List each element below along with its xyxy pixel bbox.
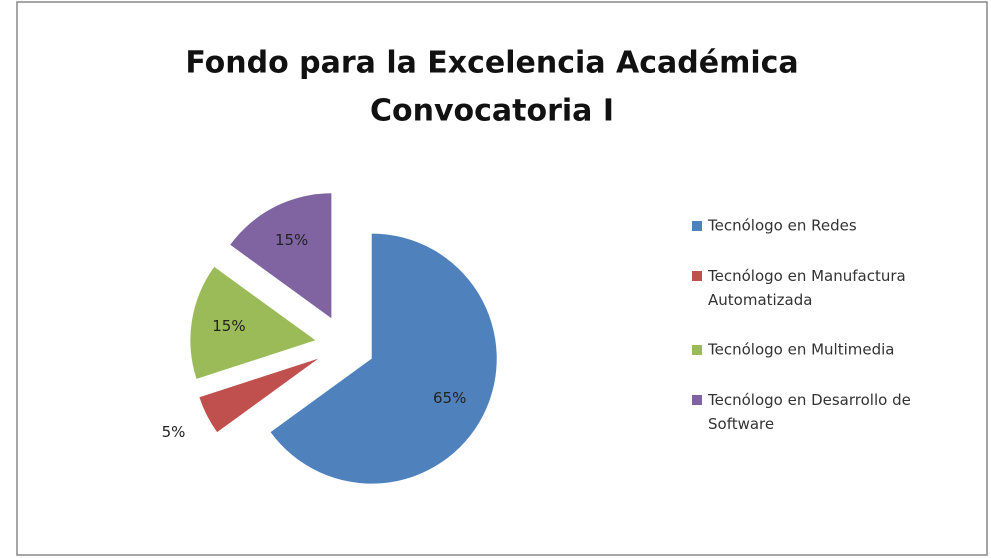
- data-label: 15%: [275, 231, 308, 249]
- data-label: 65%: [433, 389, 466, 407]
- legend-swatch: [692, 221, 702, 231]
- data-label: 5%: [162, 423, 186, 441]
- legend-label: Tecnólogo en Multimedia: [707, 341, 894, 359]
- pie-slice: [230, 193, 332, 319]
- legend-swatch: [692, 271, 702, 281]
- legend-label: Tecnólogo en Redes: [707, 217, 857, 235]
- chart-title: Convocatoria I: [370, 94, 614, 129]
- chart-title: Fondo para la Excelencia Académica: [185, 46, 798, 81]
- pie-slice: [190, 266, 316, 379]
- legend-label: Tecnólogo en Desarrollo de Software: [707, 391, 911, 433]
- legend-swatch: [692, 395, 702, 405]
- data-label: 15%: [212, 317, 245, 335]
- chart-border: [16, 1, 988, 556]
- pie-slice: [270, 233, 497, 484]
- legend-swatch: [692, 345, 702, 355]
- legend-label: Tecnólogo en Manufactura Automatizada: [707, 267, 906, 309]
- pie-slice: [199, 358, 319, 433]
